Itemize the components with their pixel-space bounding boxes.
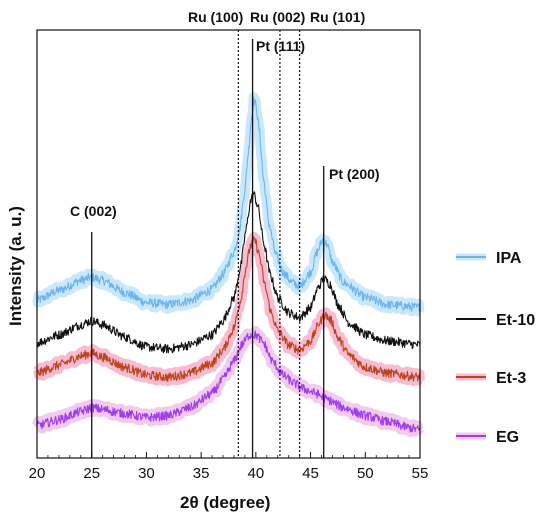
plot-frame — [36, 29, 421, 459]
legend-item-ipa: IPA — [456, 250, 522, 267]
series-layer — [36, 96, 421, 433]
y-axis-title: Intensity (a. u.) — [6, 206, 25, 326]
label-c-002: C (002) — [70, 203, 117, 219]
label-ru-101: Ru (101) — [310, 9, 365, 25]
x-tick-label-35: 35 — [193, 465, 210, 482]
x-tick-label-55: 55 — [412, 465, 429, 482]
series-line-et-10 — [36, 191, 421, 354]
series-line-ipa — [36, 96, 421, 313]
legend-label-et-3: Et-3 — [496, 370, 526, 387]
x-tick-label-25: 25 — [83, 465, 100, 482]
x-tick-label-30: 30 — [138, 465, 155, 482]
x-axis-title: 2θ (degree) — [180, 493, 270, 512]
legend-label-ipa: IPA — [496, 250, 522, 267]
x-tick-label-45: 45 — [302, 465, 319, 482]
x-axis-ticks: 20 25 30 35 40 45 50 55 — [29, 452, 429, 482]
legend-item-eg: EG — [456, 429, 519, 446]
legend-item-et-10: Et-10 — [456, 312, 535, 329]
legend-item-et-3: Et-3 — [456, 370, 526, 387]
reference-lines — [91, 30, 325, 458]
legend: IPA Et-10 Et-3 EG — [456, 250, 535, 446]
label-pt-200: Pt (200) — [329, 166, 380, 182]
legend-label-eg: EG — [496, 429, 519, 446]
x-tick-label-40: 40 — [248, 465, 265, 482]
label-ru-100: Ru (100) — [188, 9, 243, 25]
label-pt-111-text: Pt (111) — [256, 38, 305, 54]
series-line-et-3 — [36, 236, 421, 382]
series-line-eg — [36, 330, 421, 433]
x-tick-label-50: 50 — [357, 465, 374, 482]
legend-label-et-10: Et-10 — [496, 312, 535, 329]
x-tick-label-20: 20 — [29, 465, 46, 482]
label-ru-002: Ru (002) — [250, 9, 305, 25]
